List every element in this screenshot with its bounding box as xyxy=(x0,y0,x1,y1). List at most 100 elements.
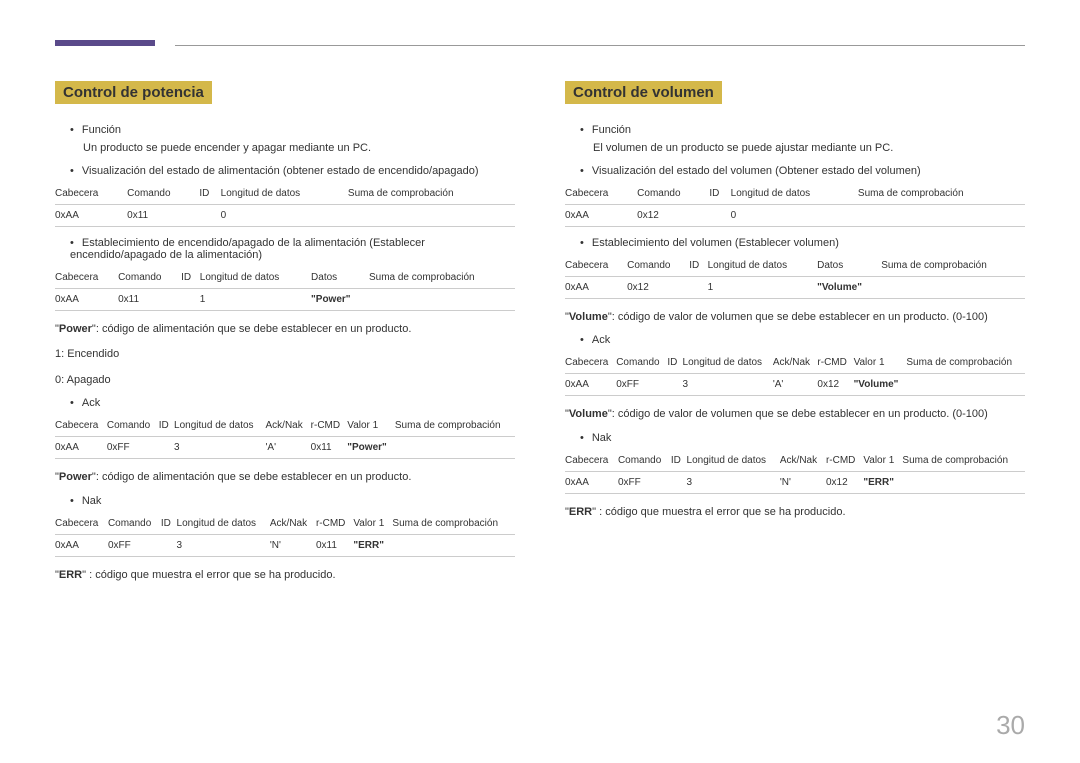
th: Suma de comprobación xyxy=(348,183,515,205)
th: ID xyxy=(181,267,200,289)
td: 0x12 xyxy=(817,374,853,396)
td: 0x11 xyxy=(311,437,348,459)
td: 0xAA xyxy=(565,471,618,493)
th: Longitud de datos xyxy=(177,513,270,535)
th: Cabecera xyxy=(565,450,618,472)
td xyxy=(709,204,730,226)
table-vol-ack: Cabecera Comando ID Longitud de datos Ac… xyxy=(565,352,1025,396)
header-rule xyxy=(175,45,1025,46)
th: Longitud de datos xyxy=(708,255,818,277)
header-bar xyxy=(55,40,1025,46)
td: "Volume" xyxy=(854,374,907,396)
th: Cabecera xyxy=(565,183,637,205)
th: r-CMD xyxy=(826,450,863,472)
td: 1 xyxy=(200,288,311,310)
td: 1 xyxy=(708,276,818,298)
func-label: Función xyxy=(70,124,515,136)
td: "Power" xyxy=(347,437,395,459)
th: Cabecera xyxy=(55,415,107,437)
th: Longitud de datos xyxy=(200,267,311,289)
apa: 0: Apagado xyxy=(55,372,515,390)
td: 0x11 xyxy=(316,534,353,556)
th: r-CMD xyxy=(817,352,853,374)
td: 0x12 xyxy=(637,204,709,226)
th: Suma de comprobación xyxy=(902,450,1025,472)
td: 0xAA xyxy=(55,437,107,459)
nak-label: Nak xyxy=(580,432,1025,444)
td: 3 xyxy=(683,374,773,396)
purple-accent xyxy=(55,40,155,46)
th: ID xyxy=(689,255,707,277)
td: 'A' xyxy=(266,437,311,459)
explain: "ERR" : código que muestra el error que … xyxy=(55,567,515,585)
th: r-CMD xyxy=(311,415,348,437)
td xyxy=(667,374,682,396)
section-title-volume: Control de volumen xyxy=(565,81,722,104)
th: Suma de comprobación xyxy=(906,352,1025,374)
view-label: Visualización del estado del volumen (Ob… xyxy=(580,165,1025,177)
td xyxy=(858,204,1025,226)
td: 0x12 xyxy=(627,276,689,298)
th: Valor 1 xyxy=(863,450,902,472)
th: Comando xyxy=(107,415,159,437)
view-label: Visualización del estado de alimentación… xyxy=(70,165,515,177)
td xyxy=(689,276,707,298)
td: 3 xyxy=(174,437,265,459)
td: 0xAA xyxy=(565,276,627,298)
th: Cabecera xyxy=(55,513,108,535)
td xyxy=(199,204,220,226)
right-column: Control de volumen Función El volumen de… xyxy=(565,81,1025,590)
table-vol-view: Cabecera Comando ID Longitud de datos Su… xyxy=(565,183,1025,227)
explain: "ERR" : código que muestra el error que … xyxy=(565,504,1025,522)
th: Comando xyxy=(618,450,671,472)
table-vol-set: Cabecera Comando ID Longitud de datos Da… xyxy=(565,255,1025,299)
th: ID xyxy=(667,352,682,374)
td xyxy=(392,534,515,556)
th: Comando xyxy=(637,183,709,205)
td: 0xFF xyxy=(616,374,667,396)
explain: "Power": código de alimentación que se d… xyxy=(55,321,515,339)
td: 0 xyxy=(221,204,348,226)
func-label: Función xyxy=(580,124,1025,136)
th: Longitud de datos xyxy=(174,415,265,437)
th: Suma de comprobación xyxy=(369,267,515,289)
th: Longitud de datos xyxy=(687,450,780,472)
ack-label: Ack xyxy=(70,397,515,409)
th: Comando xyxy=(127,183,199,205)
th: Cabecera xyxy=(565,352,616,374)
td xyxy=(369,288,515,310)
th: Valor 1 xyxy=(353,513,392,535)
td: "Volume" xyxy=(817,276,881,298)
th: Ack/Nak xyxy=(270,513,316,535)
th: Cabecera xyxy=(55,183,127,205)
td: "ERR" xyxy=(353,534,392,556)
ack-label: Ack xyxy=(580,334,1025,346)
th: Longitud de datos xyxy=(683,352,773,374)
th: Ack/Nak xyxy=(266,415,311,437)
th: Suma de comprobación xyxy=(881,255,1025,277)
table-vol-nak: Cabecera Comando ID Longitud de datos Ac… xyxy=(565,450,1025,494)
td: 'N' xyxy=(780,471,826,493)
th: ID xyxy=(161,513,177,535)
section-title-power: Control de potencia xyxy=(55,81,212,104)
th: Comando xyxy=(118,267,181,289)
enc: 1: Encendido xyxy=(55,346,515,364)
th: Ack/Nak xyxy=(773,352,818,374)
th: Suma de comprobación xyxy=(395,415,515,437)
td: 0x11 xyxy=(127,204,199,226)
th: ID xyxy=(159,415,174,437)
td xyxy=(902,471,1025,493)
td xyxy=(671,471,687,493)
nak-label: Nak xyxy=(70,495,515,507)
td: 0xAA xyxy=(55,534,108,556)
set-label: Establecimiento del volumen (Establecer … xyxy=(580,237,1025,249)
th: Valor 1 xyxy=(854,352,907,374)
content-columns: Control de potencia Función Un producto … xyxy=(55,81,1025,590)
th: Suma de comprobación xyxy=(858,183,1025,205)
td: 0xAA xyxy=(55,204,127,226)
td: 0xAA xyxy=(565,374,616,396)
td: 'N' xyxy=(270,534,316,556)
th: r-CMD xyxy=(316,513,353,535)
td: "Power" xyxy=(311,288,369,310)
td xyxy=(881,276,1025,298)
